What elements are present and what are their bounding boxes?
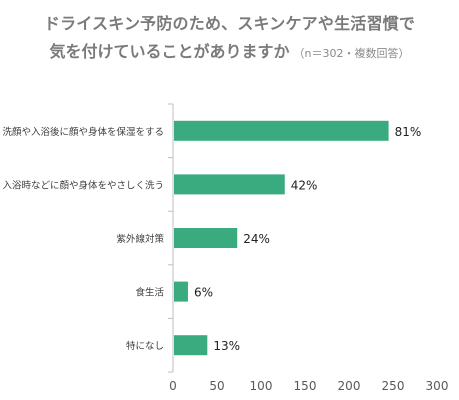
- category-label-2: 入浴時などに顔や身体をやさしく洗う: [2, 179, 164, 191]
- chart-title-line1: ドライスキン予防のため、スキンケアや生活習慣で: [43, 14, 416, 33]
- category-label-5: 特になし: [126, 340, 164, 352]
- chart-title-line2: 気を付けていることがありますか （n＝302・複数回答）: [0, 38, 459, 62]
- data-label-4: 6%: [194, 286, 213, 300]
- category-label-3: 紫外線対策: [116, 233, 164, 245]
- category-label-4: 食生活: [135, 287, 164, 299]
- x-tick-label-5: 250: [382, 379, 405, 393]
- data-label-1: 81%: [395, 125, 422, 139]
- bar-5: [174, 335, 208, 356]
- x-tick-label-4: 200: [338, 379, 361, 393]
- bar-4: [174, 281, 188, 302]
- bar-2: [174, 174, 285, 195]
- chart-title-text: 気を付けていることがありますか: [49, 42, 290, 61]
- x-tick-label-2: 100: [250, 379, 273, 393]
- bar-3: [174, 228, 238, 248]
- x-tick-label-3: 150: [294, 379, 317, 393]
- data-label-3: 24%: [243, 232, 270, 246]
- data-label-2: 42%: [291, 178, 318, 192]
- bar-1: [174, 120, 389, 141]
- x-tick-label-1: 50: [209, 379, 224, 393]
- x-tick-label-6: 300: [426, 379, 449, 393]
- category-label-1: 洗顔や入浴後に顔や身体を保湿をする: [2, 126, 164, 138]
- chart-title-note: （n＝302・複数回答）: [293, 47, 410, 60]
- x-tick-label-0: 0: [169, 379, 177, 393]
- data-label-5: 13%: [213, 339, 240, 353]
